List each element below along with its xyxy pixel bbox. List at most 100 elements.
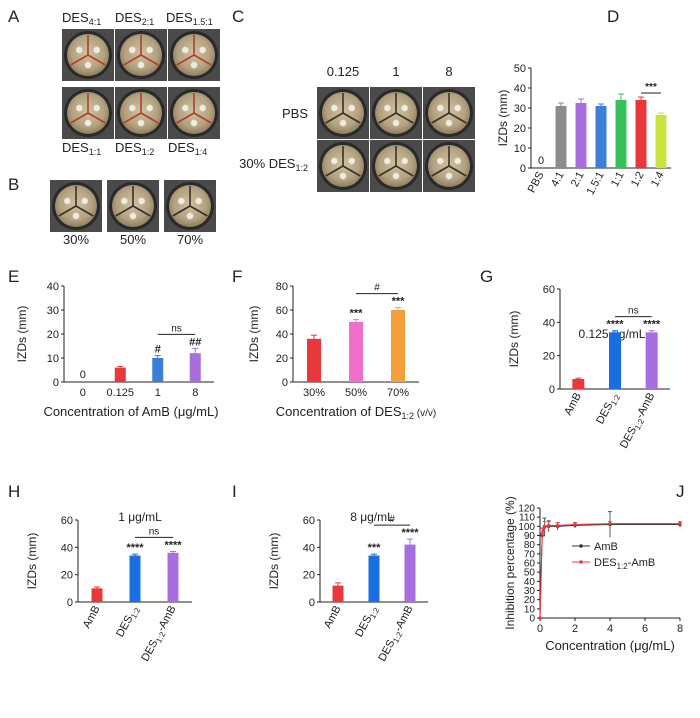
dish-divider xyxy=(448,112,467,124)
paper-disk xyxy=(72,212,80,220)
petri-dish xyxy=(370,140,422,192)
paper-disk xyxy=(128,46,136,54)
series-line xyxy=(539,524,680,619)
paper-disk xyxy=(348,104,356,112)
significance-mark: **** xyxy=(164,539,182,551)
x-tick-label: DES1:2 xyxy=(114,603,142,640)
y-tick-label: 0 xyxy=(67,597,73,609)
bar xyxy=(129,555,141,602)
dish-divider xyxy=(115,205,134,217)
bar xyxy=(635,100,647,168)
y-tick-label: 40 xyxy=(303,542,315,554)
petri-dish xyxy=(168,87,220,139)
dish-divider xyxy=(431,112,450,124)
dish-divider xyxy=(395,112,414,124)
y-tick-label: 20 xyxy=(514,123,526,135)
bar xyxy=(391,310,405,382)
dish-divider xyxy=(189,205,208,217)
y-tick-label: 0 xyxy=(282,377,288,389)
paper-disk xyxy=(181,46,189,54)
x-tick-label: 4:1 xyxy=(549,170,567,189)
label-c-1: 1 xyxy=(392,64,399,79)
y-tick-label: 40 xyxy=(276,329,288,341)
data-point xyxy=(573,522,577,527)
x-tick-label: 4 xyxy=(607,623,613,635)
y-tick-label: 40 xyxy=(61,542,73,554)
y-axis-label: IZDs (mm) xyxy=(496,90,510,147)
paper-disk xyxy=(199,104,207,112)
x-tick-label: 6 xyxy=(642,623,648,635)
series-line xyxy=(539,523,680,619)
bar xyxy=(609,332,621,389)
y-tick-label: 60 xyxy=(303,515,315,527)
panel-letter-e: E xyxy=(8,267,19,286)
dish-divider xyxy=(176,112,195,124)
bar xyxy=(91,588,103,602)
y-tick-label: 40 xyxy=(524,577,536,588)
dish-divider xyxy=(70,112,89,124)
data-point xyxy=(538,616,542,620)
bracket-label: ns xyxy=(149,526,160,537)
dish-divider xyxy=(193,112,212,124)
dish-divider xyxy=(431,165,450,177)
panel-letter-j: J xyxy=(676,482,685,501)
paper-disk xyxy=(137,61,145,69)
chart-e: E 0 10 20 30 40 IZDs (mm) 0 0 0.125 #1 ## 8 ns Concent… xyxy=(8,267,219,419)
panel-letter-h: H xyxy=(8,482,20,501)
y-tick-label: 0 xyxy=(309,597,315,609)
panel-a-bottom-labels: DES1:1 DES1:2 DES1:4 xyxy=(62,140,207,157)
data-point xyxy=(547,523,551,528)
panel-letter-c: C xyxy=(232,7,244,26)
paper-disk xyxy=(392,119,400,127)
paper-disk xyxy=(392,172,400,180)
x-tick-label: 1:2 xyxy=(629,170,647,189)
y-tick-label: 60 xyxy=(276,305,288,317)
y-tick-label: 110 xyxy=(519,513,535,524)
x-tick-label: PBS xyxy=(526,170,547,195)
paper-disk xyxy=(383,157,391,165)
dish-divider xyxy=(172,205,191,217)
label-des-1-1: DES1:1 xyxy=(62,140,101,157)
y-tick-label: 20 xyxy=(276,353,288,365)
y-tick-label: 20 xyxy=(47,329,59,341)
x-tick-label: 0 xyxy=(80,387,86,399)
paper-disk xyxy=(120,197,128,205)
dish-divider xyxy=(176,54,195,66)
y-tick-label: 120 xyxy=(518,504,535,515)
petri-dish xyxy=(423,87,475,139)
paper-disk xyxy=(339,119,347,127)
significance-mark: ## xyxy=(189,336,201,348)
paper-disk xyxy=(129,212,137,220)
y-tick-label: 0 xyxy=(529,614,535,625)
petri-dish xyxy=(370,87,422,139)
x-tick-label: 0 xyxy=(537,623,543,635)
paper-disk xyxy=(383,104,391,112)
label-des-2-1: DES2:1 xyxy=(115,10,154,27)
panel-a-top-labels: DES4:1 DES2:1 DES1.5:1 xyxy=(62,10,213,27)
paper-disk xyxy=(81,197,89,205)
label-b-70: 70% xyxy=(177,232,203,247)
significance-mark: **** xyxy=(401,527,419,539)
data-point xyxy=(555,523,560,528)
panel-letter-d: D xyxy=(607,7,619,26)
y-tick-label: 40 xyxy=(514,83,526,95)
bar xyxy=(332,585,344,602)
dish-divider xyxy=(140,54,159,66)
x-tick-label: DES1:2-AmB xyxy=(618,391,659,452)
x-tick-label: 1:1 xyxy=(609,170,627,189)
chart-h: H 0 20 40 60 IZDs (mm) 1 μg/mL AmB **** DES1:2 ***… xyxy=(8,482,192,663)
y-tick-label: 30 xyxy=(514,103,526,115)
panel-letter-i: I xyxy=(232,482,237,501)
panel-letter-b: B xyxy=(8,175,19,194)
paper-disk xyxy=(348,157,356,165)
y-tick-label: 10 xyxy=(524,604,536,615)
label-des-1-5-1: DES1.5:1 xyxy=(166,10,213,27)
chart-f: F 0 20 40 60 80 IZDs (mm) 30% *** 50% *** 70% # Conce… xyxy=(232,267,436,421)
dish-divider xyxy=(132,205,151,217)
y-tick-label: 60 xyxy=(543,284,555,296)
bar xyxy=(655,115,667,168)
dish-divider xyxy=(378,112,397,124)
paper-disk xyxy=(146,104,154,112)
paper-disk xyxy=(190,61,198,69)
